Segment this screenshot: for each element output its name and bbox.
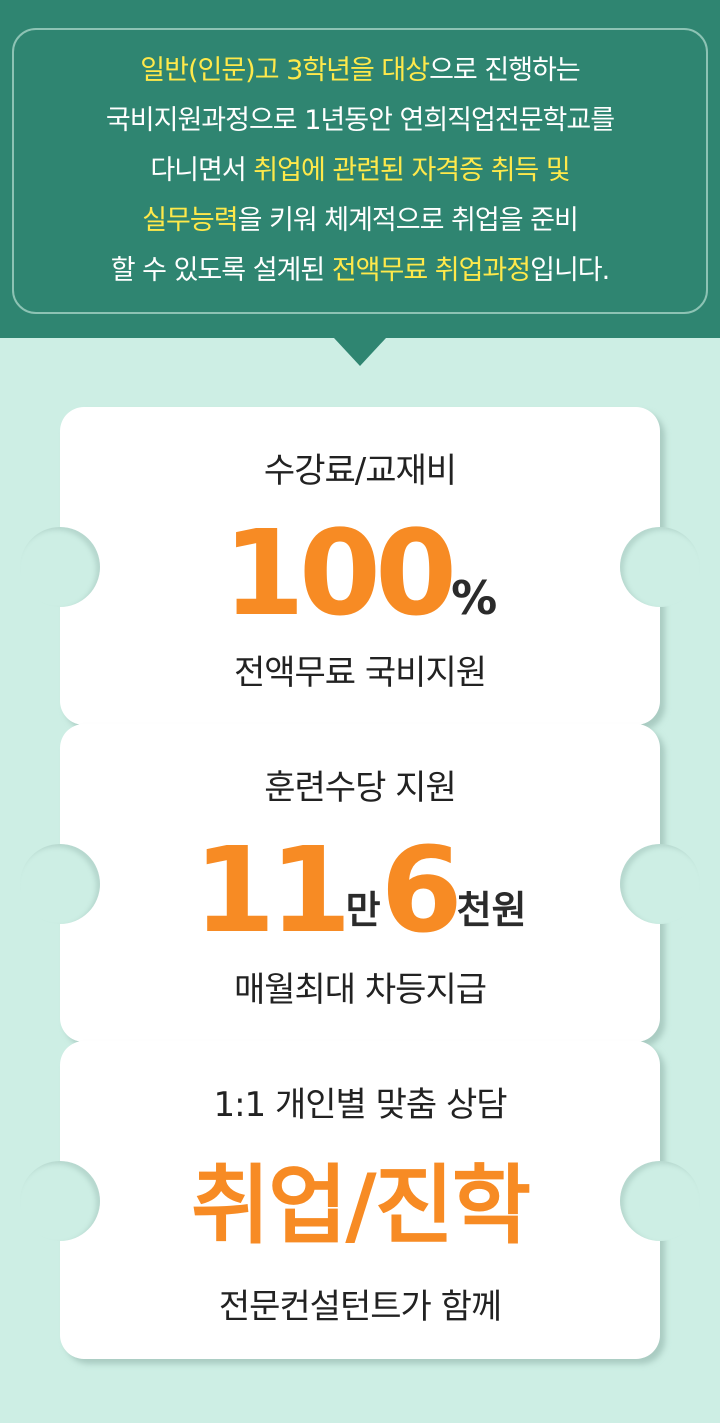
intro-text: 다니면서 — [150, 155, 254, 186]
ticket-notch-right — [620, 527, 700, 607]
value-unit: 만 — [345, 888, 381, 932]
intro-highlight: 실무능력 — [142, 205, 238, 236]
ticket-notch-left — [20, 844, 100, 924]
value-text: 취업/진학 — [191, 1156, 531, 1256]
intro-text: 입니다. — [530, 255, 610, 286]
card-title: 훈련수당 지원 — [264, 768, 457, 808]
card-footer: 전문컨설턴트가 함께 — [218, 1287, 502, 1327]
card-title: 수강료/교재비 — [263, 451, 457, 491]
intro-text: 국비지원과정으로 1년동안 연희직업전문학교를 — [105, 105, 615, 136]
card-consulting: 1:1 개인별 맞춤 상담 취업/진학 전문컨설턴트가 함께 — [20, 1041, 700, 1359]
card-value: 100 % — [60, 504, 660, 642]
intro-highlight: 취업에 관련된 자격증 취득 및 — [253, 155, 570, 186]
card-footer: 매월최대 차등지급 — [233, 970, 487, 1010]
value-unit: % — [451, 571, 498, 625]
intro-line-5: 할 수 있도록 설계된 전액무료 취업과정입니다. — [110, 246, 610, 296]
value-number: 100 — [222, 504, 457, 642]
speech-pointer-arrow — [334, 338, 386, 366]
intro-line-1: 일반(인문)고 3학년을 대상으로 진행하는 — [140, 46, 581, 96]
intro-line-4: 실무능력을 키워 체계적으로 취업을 준비 — [142, 196, 579, 246]
intro-text: 으로 진행하는 — [429, 55, 581, 86]
card-allowance: 훈련수당 지원 11 만 6 천원 매월최대 차등지급 — [20, 724, 700, 1042]
card-tuition: 수강료/교재비 100 % 전액무료 국비지원 — [20, 407, 700, 725]
value-number: 6 — [380, 821, 463, 959]
intro-text: 할 수 있도록 설계된 — [110, 255, 332, 286]
ticket-notch-left — [20, 1161, 100, 1241]
intro-line-3: 다니면서 취업에 관련된 자격증 취득 및 — [150, 146, 570, 196]
intro-line-2: 국비지원과정으로 1년동안 연희직업전문학교를 — [105, 96, 615, 146]
card-value: 취업/진학 — [60, 1141, 660, 1261]
value-unit: 천원 — [456, 888, 527, 932]
intro-highlight: 전액무료 취업과정 — [331, 255, 531, 286]
card-title: 1:1 개인별 맞춤 상담 — [213, 1085, 507, 1125]
intro-text: 을 키워 체계적으로 취업을 준비 — [237, 205, 579, 236]
ticket-notch-right — [620, 844, 700, 924]
intro-text-box: 일반(인문)고 3학년을 대상으로 진행하는 국비지원과정으로 1년동안 연희직… — [12, 28, 708, 314]
value-number: 11 — [193, 821, 351, 959]
ticket-notch-right — [620, 1161, 700, 1241]
card-footer: 전액무료 국비지원 — [233, 653, 487, 693]
ticket-notch-left — [20, 527, 100, 607]
card-value: 11 만 6 천원 — [60, 821, 660, 959]
intro-banner: 일반(인문)고 3학년을 대상으로 진행하는 국비지원과정으로 1년동안 연희직… — [0, 0, 720, 338]
intro-highlight: 일반(인문)고 3학년을 대상 — [140, 55, 430, 86]
